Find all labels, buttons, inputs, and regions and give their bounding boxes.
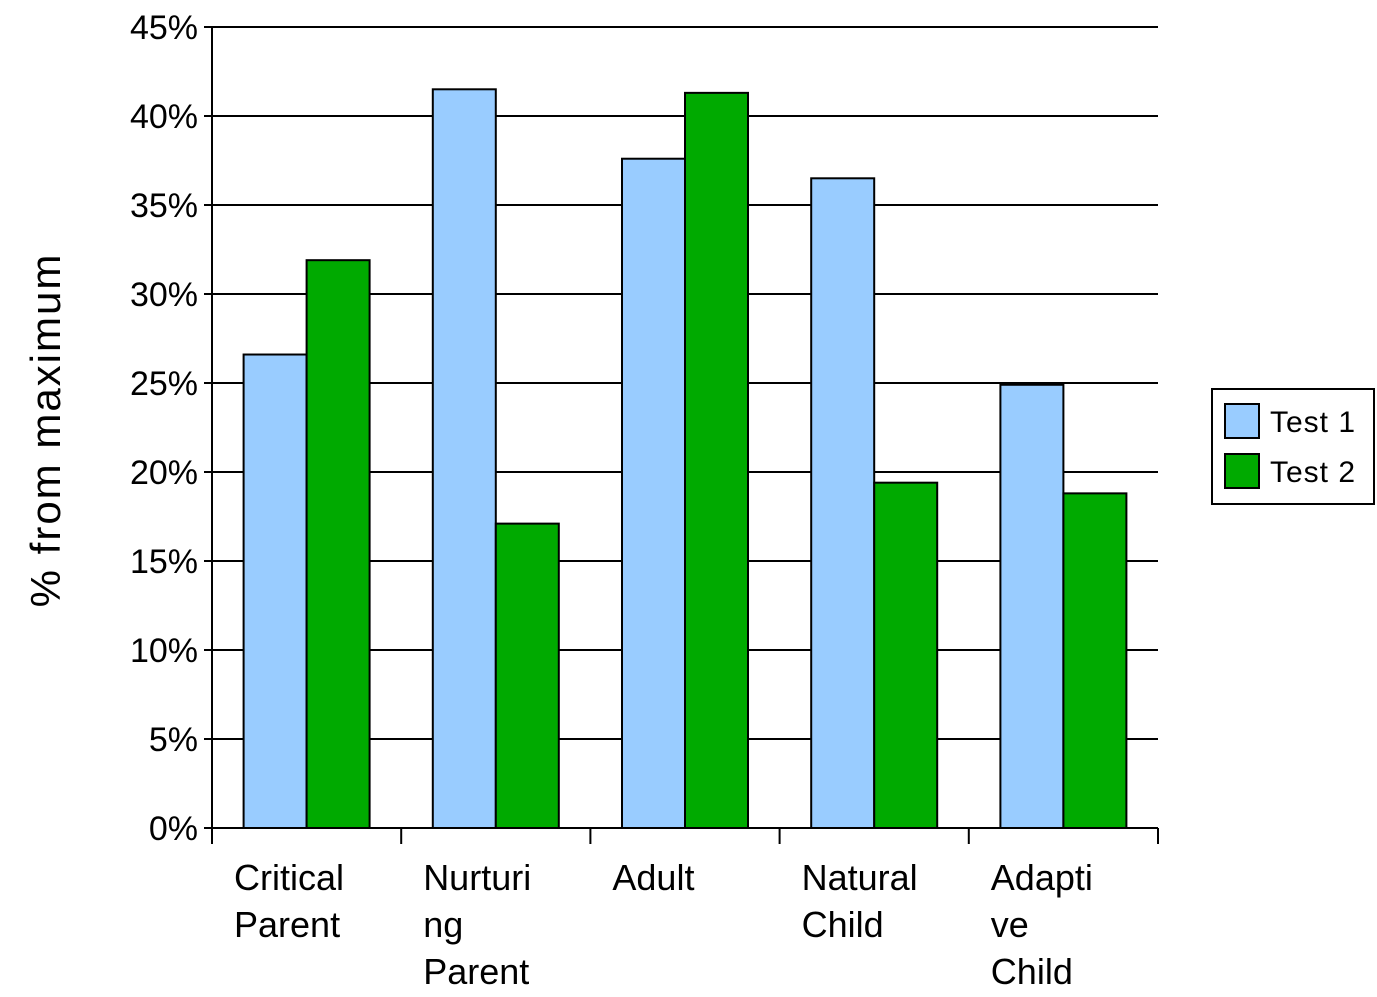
y-tick-label: 0% xyxy=(149,810,198,848)
y-tick-label: 30% xyxy=(130,276,198,314)
x-tick-label-line: Parent xyxy=(423,951,529,992)
bar-test-1 xyxy=(242,353,308,829)
bar-test-1 xyxy=(810,177,876,830)
bar-test-2 xyxy=(305,259,371,829)
x-tick-label: Adult xyxy=(612,857,694,898)
x-tick-label-line: Adult xyxy=(612,857,694,898)
x-tick-label: Natural Child xyxy=(802,857,918,945)
x-tick-label-line: Child xyxy=(991,951,1073,992)
x-tick-label-line: Child xyxy=(802,904,884,945)
x-tick-label: Adapti ve Child xyxy=(991,857,1093,992)
bar-test-1 xyxy=(431,88,497,830)
legend-swatch xyxy=(1224,453,1260,489)
y-tick-label: 40% xyxy=(130,98,198,136)
legend-label: Test 1 xyxy=(1270,406,1356,439)
x-tick-label-line: Critical xyxy=(234,857,344,898)
bar-test-2 xyxy=(873,481,939,829)
x-tick-label-line: Adapti xyxy=(991,857,1093,898)
x-tick-label-line: ng xyxy=(423,904,463,945)
bar-test-2 xyxy=(1062,492,1128,829)
bar-test-2 xyxy=(684,91,749,830)
x-tick-label: Critical Parent xyxy=(234,857,344,945)
axes xyxy=(204,26,1159,844)
y-tick-label: 15% xyxy=(130,543,198,581)
x-tick-label-line: Nurturi xyxy=(423,857,531,898)
x-tick-label-line: ve xyxy=(991,904,1029,945)
legend-swatch xyxy=(1224,403,1260,439)
x-tick-label-line: Parent xyxy=(234,904,340,945)
legend: Test 1 Test 2 xyxy=(1211,388,1375,505)
bar-test-2 xyxy=(494,522,560,829)
y-tick-label: 25% xyxy=(130,365,198,403)
legend-label: Test 2 xyxy=(1270,456,1356,489)
y-tick-label: 5% xyxy=(149,721,198,759)
y-tick-label: 20% xyxy=(130,454,198,492)
axis-labels: 0% 5% 10% 15% 20% 25% 30% 35% 40% 45% Critical Pare… xyxy=(130,9,1093,992)
y-tick-label: 10% xyxy=(130,632,198,670)
bar-test-1 xyxy=(621,157,686,830)
x-tick-label: Nurturi ng Parent xyxy=(423,857,531,992)
y-axis-title: % from maximum xyxy=(22,253,69,608)
x-tick-label-line: Natural xyxy=(802,857,918,898)
y-tick-label: 45% xyxy=(130,9,198,47)
bars xyxy=(242,88,1128,830)
bar-test-1 xyxy=(999,383,1065,829)
y-tick-label: 35% xyxy=(130,187,198,225)
